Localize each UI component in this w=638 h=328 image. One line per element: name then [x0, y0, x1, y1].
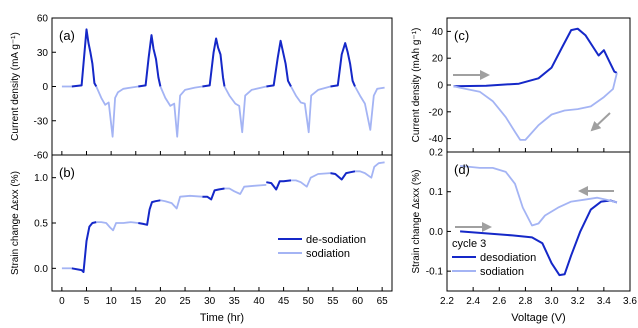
panel-b-legend-label: sodiation: [306, 248, 350, 260]
panel-c-desodiation-line: [453, 27, 618, 88]
panel-c-ytick-label: -40: [429, 134, 444, 145]
panel-a-sodiation-line-4: [223, 85, 267, 134]
panel-b-legend: de-sodiation sodiation: [278, 234, 366, 260]
panel-a-sodiation-line-5: [290, 85, 331, 134]
panel-b-desodiation-line-3: [202, 187, 225, 201]
panel-d-xtick-label: 2.8: [518, 296, 532, 307]
panel-b-xlabel: Time (hr): [200, 312, 244, 324]
panel-a-sodiation-line-2: [95, 85, 139, 138]
panel-d-label: (d): [454, 162, 470, 177]
panel-b-desodiation-line-4: [266, 179, 292, 191]
panel-b-xtick-label: 45: [278, 296, 290, 307]
panel-d-ytick-label: 0.0: [429, 227, 443, 238]
panel-b-xtick-label: 15: [130, 296, 142, 307]
panel-b-xtick-label: 50: [303, 296, 315, 307]
panel-a-ytick-label: 30: [37, 48, 49, 59]
annotations: [453, 70, 614, 232]
panel-b-xtick-label: 55: [327, 296, 339, 307]
panel-d-xtick-label: 3.0: [545, 296, 559, 307]
panel-a-ytick-label: -30: [34, 116, 49, 127]
panel-b-sodiation-line-2: [96, 221, 139, 232]
panel-d-ylabel: Strain change Δεxx (%): [411, 170, 422, 274]
panel-d-ytick-label: -0.1: [426, 267, 444, 278]
panel-c-ytick-label: 0: [437, 81, 443, 92]
panel-b-xtick-label: 30: [204, 296, 216, 307]
panel-a-desodiation-line-2: [138, 34, 162, 88]
panel-d-legend-label: desodiation: [480, 252, 536, 264]
panel-b-xtick-label: 25: [179, 296, 191, 307]
panel-d-ytick-label: 0.1: [429, 187, 443, 198]
panel-a-desodiation-line-5: [330, 42, 356, 88]
panel-a-sodiation-line-6: [354, 86, 385, 131]
panel-d-xtick-label: 2.2: [440, 296, 454, 307]
panel-b-ytick-label: 0.0: [34, 264, 48, 275]
panel-d-legend-title: cycle 3: [452, 238, 486, 250]
panel-b-xtick-label: 5: [84, 296, 90, 307]
panel-d-desodiation-line: [460, 199, 618, 277]
panel-c-current-vs-voltage: -40 -20 0 20 40 (c) Current density (mAh g⁻¹): [411, 17, 631, 153]
panel-a-ytick-label: -60: [34, 151, 49, 162]
panel-b-label: (b): [59, 165, 75, 180]
panel-d-xtick-label: 3.4: [597, 296, 611, 307]
panel-d-xtick-label: 3.6: [623, 296, 637, 307]
panel-b-sodiation-line-5: [291, 172, 331, 188]
panel-a-sodiation-line-3: [159, 85, 203, 138]
panel-a-current-vs-time: -60 -30 0 30 60 (a) Current density (mA g⁻¹): [10, 14, 393, 162]
panel-a-ylabel: Current density (mA g⁻¹): [10, 32, 21, 141]
panel-b-xtick-label: 40: [253, 296, 265, 307]
panel-d-strain-vs-voltage: -0.1 0.0 0.1 0.2 2.2 2.4 2.6 2.8 3.0 3.2 3.4 3.6 (d)…: [411, 148, 637, 325]
panel-b-xtick-label: 60: [352, 296, 364, 307]
panel-a-ytick-label: 0: [42, 82, 48, 93]
panel-d-xlabel: Voltage (V): [511, 312, 565, 324]
panel-a-frame: [51, 17, 393, 156]
panel-a-label: (a): [59, 28, 75, 43]
panel-b-ylabel: Strain change Δεxx (%): [10, 171, 21, 275]
panel-b-sodiation-line-4: [224, 184, 267, 195]
panel-d-ytick-label: 0.2: [429, 148, 443, 159]
panel-a-desodiation-line-1: [71, 28, 98, 88]
panel-b-sodiation-line-3: [160, 194, 203, 210]
panel-b-sodiation-line-6: [355, 161, 385, 179]
panel-b-desodiation-line-2: [138, 199, 161, 226]
panel-d-legend: cycle 3 desodiation sodiation: [452, 238, 536, 278]
panel-b-xtick-label: 35: [229, 296, 241, 307]
panel-c-ytick-label: -20: [429, 107, 444, 118]
panel-b-legend-label: de-sodiation: [306, 234, 366, 246]
panel-a-ytick-label: 60: [37, 14, 49, 25]
panel-a-desodiation-line-3: [202, 37, 226, 88]
panel-d-xtick-label: 2.4: [466, 296, 480, 307]
panel-b-strain-vs-time: 0.0 0.5 1.0 0 5 10 15 20 25 30 35 40 45 50 55 60 65 (b) St…: [10, 154, 393, 324]
panel-b-xtick-label: 10: [106, 296, 118, 307]
panel-c-ylabel: Current density (mAh g⁻¹): [411, 28, 422, 143]
panel-a-desodiation-line-4: [266, 39, 292, 88]
panel-b-xtick-label: 65: [377, 296, 389, 307]
panel-b-ytick-label: 0.5: [34, 219, 48, 230]
panel-b-xtick-label: 20: [155, 296, 167, 307]
panel-c-sodiation-line: [453, 72, 618, 141]
panel-d-xtick-label: 2.6: [492, 296, 506, 307]
panel-d-sodiation-line: [460, 165, 618, 227]
panel-b-ytick-label: 1.0: [34, 173, 48, 184]
panel-b-xtick-label: 0: [59, 296, 65, 307]
panel-c-ytick-label: 20: [432, 54, 444, 65]
panel-b-desodiation-line-5: [330, 170, 356, 181]
panel-c-arrow-lower-right: [590, 112, 611, 132]
panel-c-ytick-label: 40: [432, 27, 444, 38]
panel-b-desodiation-line-1: [71, 221, 97, 273]
panel-d-frame: [446, 151, 631, 292]
panel-c-label: (c): [454, 28, 469, 43]
panel-d-xtick-label: 3.2: [571, 296, 585, 307]
panel-d-legend-label: sodiation: [480, 266, 524, 278]
